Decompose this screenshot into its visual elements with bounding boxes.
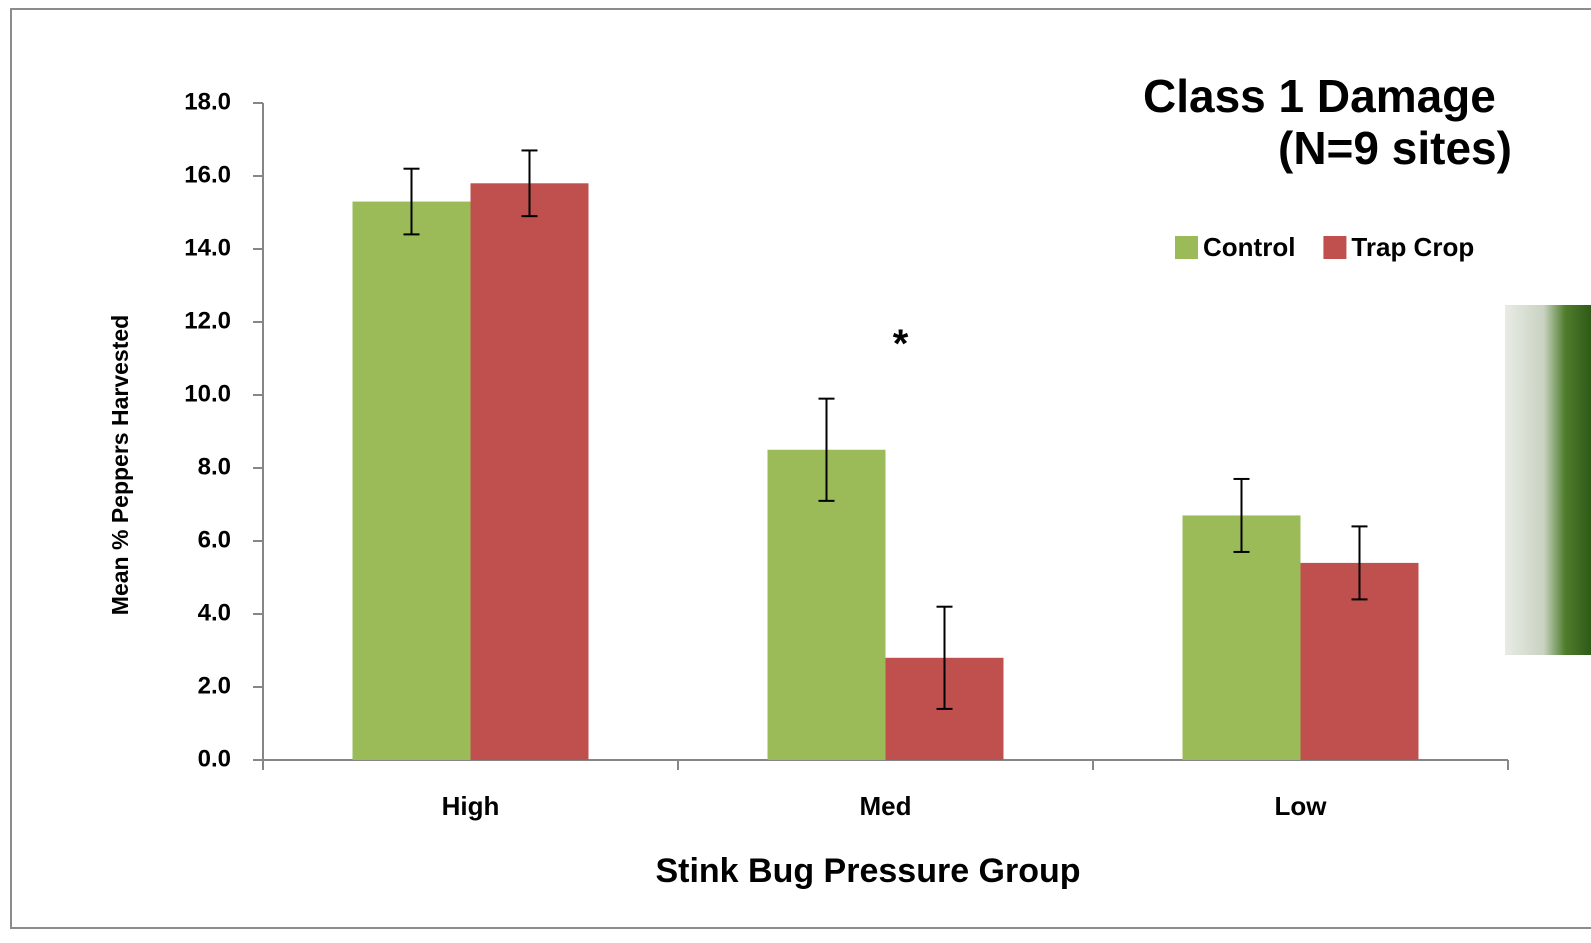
- y-tick-label: 18.0: [184, 88, 231, 115]
- error-bar: [403, 167, 420, 236]
- y-axis-title: Mean % Peppers Harvested: [107, 315, 133, 615]
- chart-title: Class 1 Damage: [1143, 70, 1496, 122]
- y-tick-label: 16.0: [184, 161, 231, 188]
- chart-subtitle: (N=9 sites): [1278, 122, 1512, 174]
- pepper-photo: [1505, 305, 1591, 655]
- bar: [470, 183, 589, 761]
- bar: [352, 201, 471, 761]
- error-bar: [818, 397, 835, 502]
- y-tick-label: 10.0: [184, 380, 231, 407]
- error-bar: [1233, 477, 1250, 553]
- y-tick-label: 12.0: [184, 307, 231, 334]
- x-tick-label: Low: [1275, 791, 1328, 821]
- x-axis-title: Stink Bug Pressure Group: [655, 852, 1080, 890]
- y-tick-label: 0.0: [198, 745, 231, 772]
- legend-swatch: [1175, 236, 1198, 259]
- legend-label: Trap Crop: [1351, 232, 1474, 262]
- error-bar: [521, 149, 538, 218]
- y-tick-label: 8.0: [198, 453, 231, 480]
- bar: [1182, 515, 1301, 760]
- legend-label: Control: [1203, 232, 1295, 262]
- annotation: *: [893, 322, 909, 366]
- error-bar: [936, 605, 953, 710]
- legend-swatch: [1323, 236, 1347, 259]
- y-tick-label: 14.0: [184, 234, 231, 261]
- y-tick-label: 2.0: [198, 672, 231, 699]
- x-tick-label: Med: [860, 791, 912, 821]
- x-tick-label: High: [442, 791, 500, 821]
- y-tick-label: 4.0: [198, 599, 231, 626]
- y-tick-label: 6.0: [198, 526, 231, 553]
- error-bar: [1351, 525, 1368, 601]
